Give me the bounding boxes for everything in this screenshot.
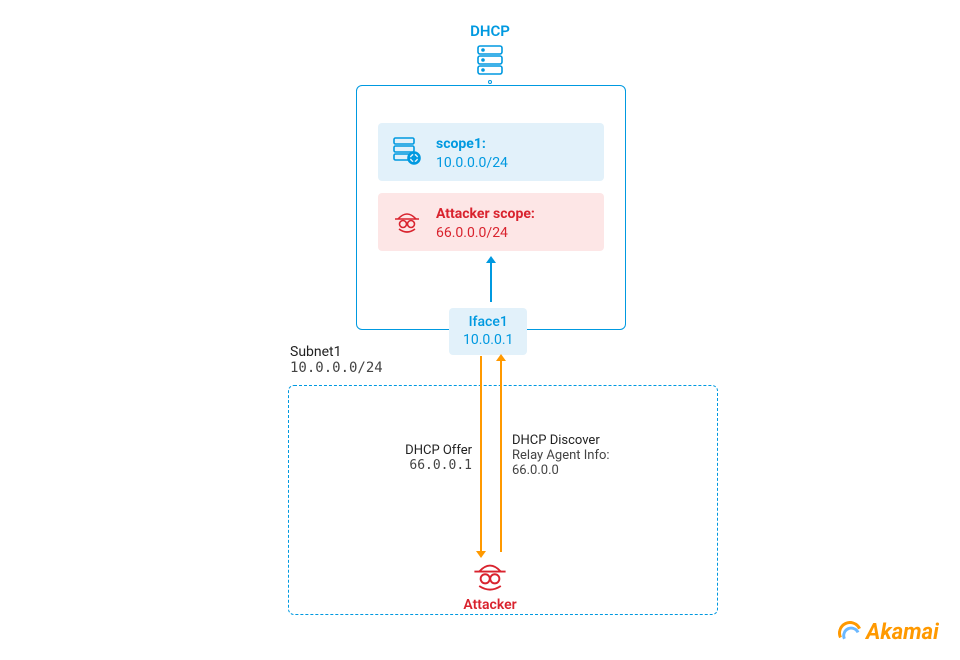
iface-box: Iface1 10.0.0.1 [449, 308, 527, 355]
dhcp-offer-title: DHCP Offer [390, 443, 472, 458]
scope-1: scope1: 10.0.0.0/24 [378, 123, 604, 181]
iface-name: Iface1 [463, 314, 513, 332]
dhcp-server-icon [476, 44, 504, 84]
iface-ip: 10.0.0.1 [463, 332, 513, 350]
attacker-label: Attacker [459, 597, 521, 613]
subnet-name: Subnet1 [290, 344, 383, 360]
scope-attacker: Attacker scope: 66.0.0.0/24 [378, 193, 604, 251]
akamai-wave-icon [835, 617, 866, 648]
akamai-logo: Akamai [838, 620, 939, 645]
dhcp-attack-diagram: DHCP scope1 [0, 0, 960, 660]
dhcp-discover-sub: Relay Agent Info: [512, 448, 610, 463]
dhcp-offer-label: DHCP Offer 66.0.0.1 [390, 443, 472, 473]
dhcp-title: DHCP [460, 22, 520, 40]
akamai-logo-text: Akamai [866, 620, 939, 645]
arrow-dhcp-offer [480, 356, 482, 552]
arrow-dhcp-discover [500, 360, 502, 552]
scope-1-text: scope1: 10.0.0.0/24 [436, 133, 508, 171]
subnet-label-block: Subnet1 10.0.0.0/24 [290, 344, 383, 376]
dhcp-discover-title: DHCP Discover [512, 433, 610, 448]
spy-icon [392, 205, 422, 239]
dhcp-discover-label: DHCP Discover Relay Agent Info: 66.0.0.0 [512, 433, 610, 478]
scope-attacker-text: Attacker scope: 66.0.0.0/24 [436, 203, 535, 241]
arrow-iface-to-scope [490, 262, 492, 302]
server-target-icon [392, 135, 422, 169]
dhcp-offer-value: 66.0.0.1 [390, 458, 472, 473]
subnet-cidr: 10.0.0.0/24 [290, 360, 383, 376]
attacker-icon [472, 556, 508, 596]
connector-dot [488, 80, 492, 84]
dhcp-discover-value: 66.0.0.0 [512, 463, 610, 478]
